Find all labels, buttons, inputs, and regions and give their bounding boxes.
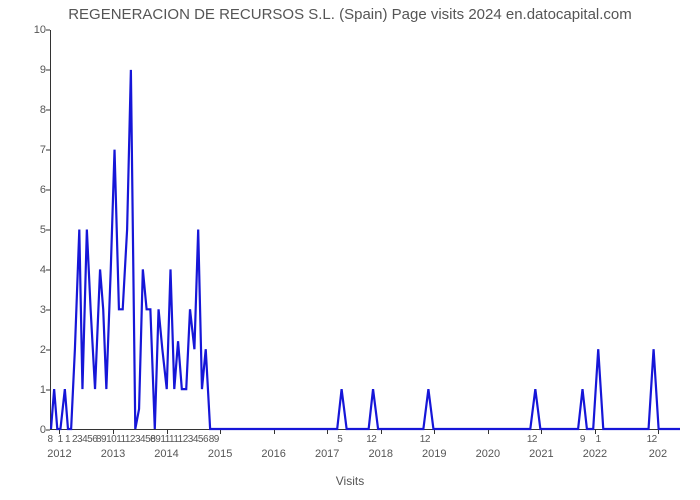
y-tick-label: 5 [30,224,46,236]
x-year-label: 2015 [208,448,232,460]
x-minor-label: 5 [337,434,342,445]
x-year-label: 2016 [261,448,285,460]
x-year-label: 2014 [154,448,178,460]
x-tick-mark [274,430,275,434]
x-year-label: 2022 [583,448,607,460]
x-year-label: 2017 [315,448,339,460]
x-minor-label: 9 [580,434,585,445]
y-tick-mark [46,150,50,151]
x-minor-label: 12 [420,434,430,445]
x-minor-label: 12 [527,434,537,445]
y-tick-label: 4 [30,264,46,276]
y-tick-mark [46,70,50,71]
x-minor-label: 12 [647,434,657,445]
x-minor-label: 891011123456 [96,434,155,445]
y-tick-mark [46,190,50,191]
y-tick-label: 6 [30,184,46,196]
x-year-label: 2021 [529,448,553,460]
y-tick-label: 7 [30,144,46,156]
x-axis-label: Visits [0,474,700,488]
x-minor-label: 891111123456 [150,434,208,445]
x-year-label: 2013 [101,448,125,460]
x-tick-mark [658,430,659,434]
y-tick-mark [46,30,50,31]
y-tick-label: 10 [30,24,46,36]
x-tick-mark [541,430,542,434]
x-year-label: 2012 [47,448,71,460]
x-year-label: 202 [649,448,667,460]
y-tick-label: 8 [30,104,46,116]
y-tick-mark [46,110,50,111]
y-tick-mark [46,430,50,431]
visits-line [51,70,680,429]
x-minor-label: 1 [596,434,601,445]
chart-title: REGENERACION DE RECURSOS S.L. (Spain) Pa… [0,6,700,23]
y-tick-mark [46,350,50,351]
x-minor-label: 89 [209,434,219,445]
x-tick-mark [381,430,382,434]
x-minor-label: 1 1 [58,434,70,445]
y-tick-label: 2 [30,344,46,356]
x-year-label: 2019 [422,448,446,460]
x-minor-label: 23456 [72,434,97,445]
y-tick-label: 3 [30,304,46,316]
y-tick-label: 0 [30,424,46,436]
plot-area [50,30,680,430]
y-tick-mark [46,390,50,391]
x-year-label: 2018 [369,448,393,460]
x-tick-mark [434,430,435,434]
x-minor-label: 8 [47,434,52,445]
chart-container: REGENERACION DE RECURSOS S.L. (Spain) Pa… [0,0,700,500]
x-tick-mark [220,430,221,434]
x-tick-mark [327,430,328,434]
line-chart-svg [51,30,680,429]
x-tick-mark [488,430,489,434]
y-tick-mark [46,270,50,271]
x-year-label: 2020 [476,448,500,460]
y-tick-label: 9 [30,64,46,76]
y-tick-mark [46,230,50,231]
y-tick-mark [46,310,50,311]
x-minor-label: 12 [366,434,376,445]
y-tick-label: 1 [30,384,46,396]
